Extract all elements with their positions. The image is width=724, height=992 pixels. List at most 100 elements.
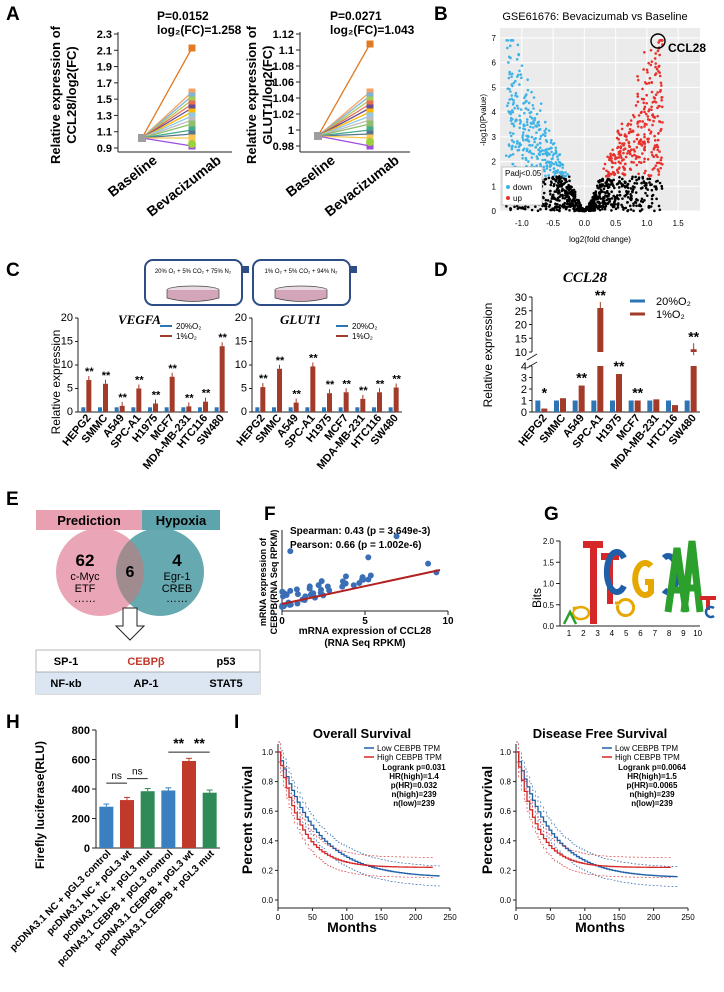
c-sig: ** [218,332,227,344]
b-point [616,170,620,174]
a-baseline-marker [314,132,322,140]
b-point [572,188,576,192]
b-point [655,161,659,165]
f-xtick: 10 [442,616,454,627]
c-sig: ** [326,379,335,391]
h-ytick: 800 [72,725,90,737]
b-point [548,189,552,193]
km-ci-line [278,741,440,867]
panel-b-title: GSE61676: Bevacizumab vs Baseline [502,11,687,23]
b-point [619,162,622,165]
f-point [425,560,432,567]
panel-b-legend-up-dot [506,196,510,200]
b-point [543,134,547,138]
b-point [552,152,556,155]
b-xtick: 1.0 [641,219,653,228]
b-point [643,133,646,136]
a-marker [366,112,374,120]
b-point [659,162,663,165]
c-bar-hypoxia [203,401,208,412]
b-point [506,104,509,108]
b-point [653,134,656,138]
b-point [533,140,536,144]
b-point [527,128,531,132]
b-point [571,204,575,208]
venn-right-ellipsis: …… [166,593,188,605]
panel-a-right-xtick-baseline: Baseline [283,152,338,200]
h-bracket-label: ns [111,771,122,782]
b-point [544,174,547,178]
b-point [660,105,664,109]
b-point [565,185,569,189]
c-sig: ** [168,363,177,375]
g-position: 1 [567,629,572,638]
d-sig: ** [632,385,643,401]
a-baseline-marker [138,134,146,142]
b-point [565,205,569,209]
os-title: Overall Survival [313,726,411,741]
b-point [532,122,535,125]
panel-a-left-ylabel-2: CCL28/log2(FC) [64,46,79,144]
glut1-legend-hypoxia: 1%O₂ [352,332,373,341]
b-point [602,195,605,199]
b-point [547,147,551,151]
d-bar-normoxia [610,400,615,412]
b-point [650,197,654,201]
b-point [557,209,561,212]
b-point [617,186,621,189]
b-point [648,177,652,181]
b-point [654,180,658,183]
b-point [642,107,646,111]
b-point [660,95,664,99]
d-ytick: 20 [515,320,527,332]
c-sig: ** [359,385,368,397]
d-sig: * [542,385,548,401]
c-sig: ** [202,388,211,400]
b-point [650,105,653,109]
b-ytick: 7 [492,34,497,43]
a-marker [366,130,374,138]
km-xtick: 100 [578,913,592,922]
b-point [514,79,517,83]
b-point [615,168,619,172]
b-point [593,201,596,205]
a-ytick-label: 0.9 [97,143,112,155]
b-point [656,145,660,149]
f-point [279,588,286,595]
b-point [660,39,664,42]
b-point [522,138,525,142]
b-point [556,155,559,158]
km-ytick: 0.6 [262,807,274,816]
c-bar-normoxia [272,407,276,412]
b-point [524,94,527,98]
b-point [559,172,563,176]
km-xtick: 150 [613,913,627,922]
b-point [647,206,651,209]
b-point [605,189,609,193]
b-point [632,161,635,164]
b-point [553,174,556,177]
c-bar-normoxia [255,407,260,412]
b-point [524,158,528,162]
b-point [610,159,613,163]
km-xtick: 200 [409,913,423,922]
motif-letter-c-pos4 [603,549,627,595]
panel-b-ylabel: -log10(Pvalue) [479,94,488,146]
a-ytick-label: 1.06 [273,77,294,89]
b-point [593,209,597,212]
g-position: 2 [581,629,586,638]
b-point [556,171,559,174]
b-point [542,168,546,172]
b-point [638,209,642,213]
b-point [658,150,661,153]
b-point [563,189,566,192]
km-ytick: 1.0 [262,748,274,757]
b-point [610,197,614,200]
b-point [516,43,520,47]
b-point [603,206,607,209]
b-point [653,139,657,142]
b-point [606,155,609,159]
b-point [510,97,514,101]
b-point [622,151,625,155]
b-point [657,104,661,108]
